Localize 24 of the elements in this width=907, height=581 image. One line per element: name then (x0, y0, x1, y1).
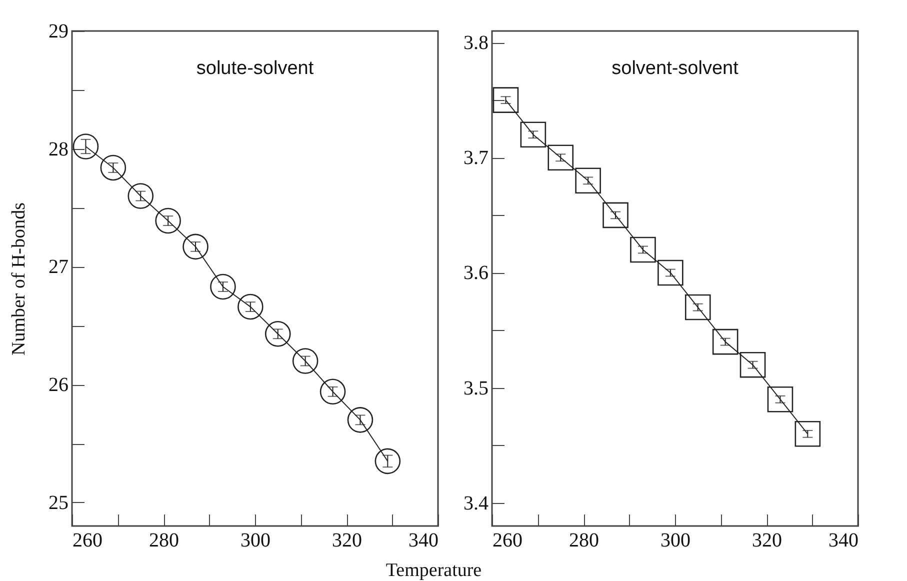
y-tick-label: 3.6 (464, 262, 488, 284)
x-tick-label: 280 (569, 530, 599, 552)
annotation: solvent-solvent (612, 58, 740, 79)
y-tick-label: 25 (48, 492, 68, 514)
x-tick-label: 340 (828, 530, 858, 552)
x-tick-label: 300 (240, 530, 270, 552)
y-tick-label: 27 (48, 256, 68, 278)
x-tick-label: 300 (660, 530, 690, 552)
y-tick-label: 28 (48, 138, 68, 160)
y-tick-label: 3.7 (464, 147, 488, 170)
x-tick-label: 260 (492, 530, 522, 552)
x-axis-title: Temperature (386, 560, 482, 581)
x-tick-label: 320 (332, 530, 362, 552)
y-tick-label: 3.8 (464, 32, 488, 54)
x-tick-label: 280 (149, 530, 179, 552)
annotation: solute-solvent (196, 58, 314, 79)
y-tick-label: 3.4 (464, 492, 488, 514)
x-tick-label: 320 (752, 530, 782, 552)
x-tick-label: 260 (72, 530, 102, 552)
x-tick-label: 340 (408, 530, 438, 552)
y-tick-label: 3.5 (464, 377, 488, 400)
y-tick-label: 26 (48, 374, 68, 396)
y-tick-label: 29 (48, 20, 68, 42)
y-axis-title: Number of H-bonds (8, 202, 30, 356)
